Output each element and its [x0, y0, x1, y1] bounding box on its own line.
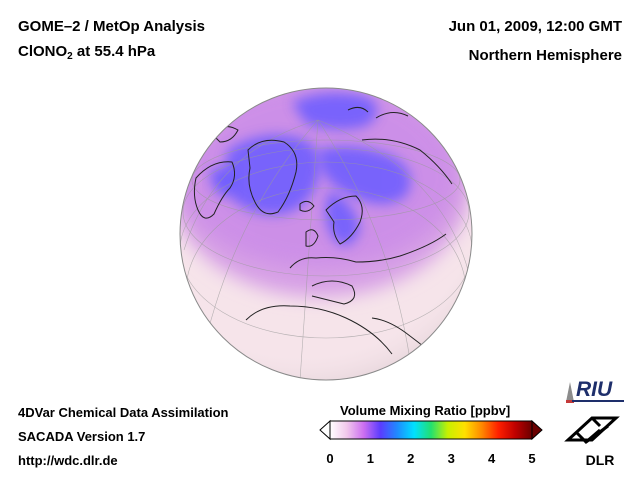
riu-logo-base [566, 400, 574, 403]
species-subscript: 2 [67, 51, 73, 62]
dlr-logo-text: DLR [586, 452, 615, 468]
colorbar-tick-4: 4 [487, 451, 496, 466]
riu-logo: RIU [566, 378, 624, 403]
colorbar-tick-3: 3 [447, 451, 455, 466]
region-label: Northern Hemisphere [468, 47, 622, 64]
colorbar-tick-2: 2 [407, 451, 415, 466]
dlr-logo-mark [564, 416, 620, 445]
colorbar-over-arrow [531, 419, 543, 441]
riu-logo-mark [566, 382, 574, 402]
colorbar [319, 419, 543, 441]
species-title: ClONO2 at 55.4 hPa [18, 43, 156, 62]
footer-line1: 4DVar Chemical Data Assimilation [18, 405, 229, 420]
globe-shading [180, 88, 472, 380]
species-prefix: ClONO [18, 43, 68, 60]
title-line1: GOME–2 / MetOp Analysis [18, 18, 205, 35]
footer-line2: SACADA Version 1.7 [18, 429, 146, 444]
footer-line3: http://wdc.dlr.de [18, 453, 118, 468]
colorbar-tick-1: 1 [366, 451, 374, 466]
globe-outline [179, 87, 473, 381]
colorbar-under-arrow [319, 419, 331, 441]
species-suffix: at 55.4 hPa [72, 43, 156, 60]
dlr-logo: DLR [564, 416, 620, 468]
colorbar-tick-5: 5 [528, 451, 536, 466]
riu-logo-text: RIU [576, 378, 613, 401]
riu-logo-underline [572, 400, 624, 402]
colorbar-label: Volume Mixing Ratio [ppbv] [340, 403, 511, 418]
datetime: Jun 01, 2009, 12:00 GMT [448, 18, 622, 35]
colorbar-tick-0: 0 [326, 451, 334, 466]
colorbar-body [329, 420, 533, 440]
